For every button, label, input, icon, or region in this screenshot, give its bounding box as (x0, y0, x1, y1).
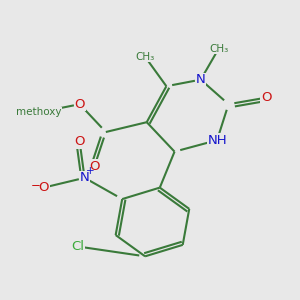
Text: N: N (80, 171, 89, 184)
Text: O: O (89, 160, 100, 173)
Text: −: − (31, 179, 40, 193)
Text: Cl: Cl (71, 240, 85, 253)
Text: methoxy: methoxy (16, 107, 62, 117)
Text: O: O (74, 135, 85, 148)
Text: O: O (38, 181, 49, 194)
Text: O: O (261, 91, 272, 104)
Text: +: + (86, 166, 95, 176)
Text: N: N (196, 73, 206, 86)
Text: O: O (74, 98, 85, 111)
Text: CH₃: CH₃ (136, 52, 155, 62)
Text: CH₃: CH₃ (209, 44, 228, 54)
Text: NH: NH (207, 134, 227, 147)
